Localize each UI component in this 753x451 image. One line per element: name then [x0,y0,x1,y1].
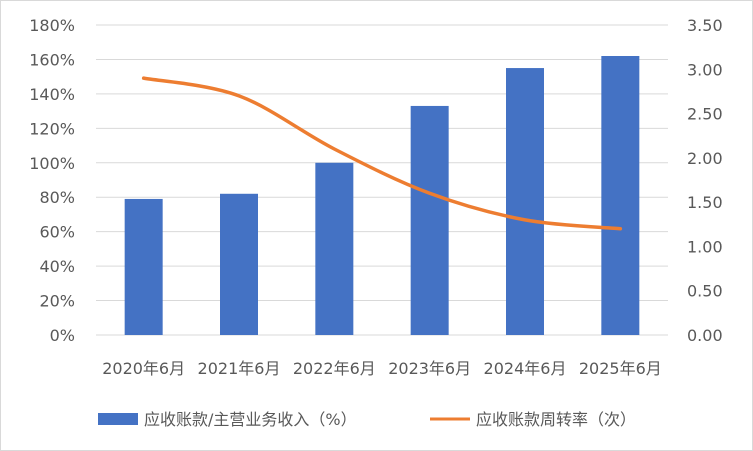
legend: 应收账款/主营业务收入（%） 应收账款周转率（次） [98,410,636,429]
bar [410,105,449,335]
y-left-tick-label: 140% [29,85,75,104]
bar [220,193,258,335]
x-tick-label: 2022年6月 [293,359,376,378]
bar [315,162,354,335]
y-right-tick-label: 2.50 [687,105,723,124]
y-right-tick-label: 3.00 [687,60,723,79]
legend-swatch-bar [98,413,138,425]
x-tick-label: 2023年6月 [388,359,471,378]
legend-label-line: 应收账款周转率（次） [476,410,636,429]
y-left-tick-label: 20% [39,292,75,311]
y-left-tick-label: 80% [39,188,75,207]
y-left-tick-label: 160% [29,50,75,69]
y-right-tick-label: 1.00 [687,237,723,256]
x-tick-label: 2021年6月 [198,359,281,378]
x-axis: 2020年6月 2021年6月 2022年6月 2023年6月 2024年6月 2025年… [102,359,662,378]
y-left-tick-label: 60% [39,223,75,242]
line-series [141,76,623,231]
y-left-tick-label: 120% [29,119,75,138]
y-right-tick-label: 0.50 [687,282,723,301]
y-right-tick-label: 2.00 [687,149,723,168]
bar [601,56,640,335]
x-tick-label: 2025年6月 [579,359,662,378]
y-axis-left: 0% 20% 40% 60% 80% 100% 120% 140% 160% 180% [29,16,75,345]
y-left-tick-label: 100% [29,154,75,173]
bar [124,198,163,335]
legend-label-bar: 应收账款/主营业务收入（%） [144,410,357,429]
y-left-tick-label: 0% [50,326,75,345]
y-left-tick-label: 180% [29,16,75,35]
y-right-tick-label: 1.50 [687,193,723,212]
x-tick-label: 2024年6月 [484,359,567,378]
y-axis-right: 0.00 0.50 1.00 1.50 2.00 2.50 3.00 3.50 [687,16,723,345]
y-left-tick-label: 40% [39,257,75,276]
bar-series [124,56,640,336]
turnover-line [141,76,623,231]
x-tick-label: 2020年6月 [102,359,185,378]
bar [506,68,544,336]
gridlines [96,24,668,336]
y-right-tick-label: 0.00 [687,326,723,345]
y-right-tick-label: 3.50 [687,16,723,35]
